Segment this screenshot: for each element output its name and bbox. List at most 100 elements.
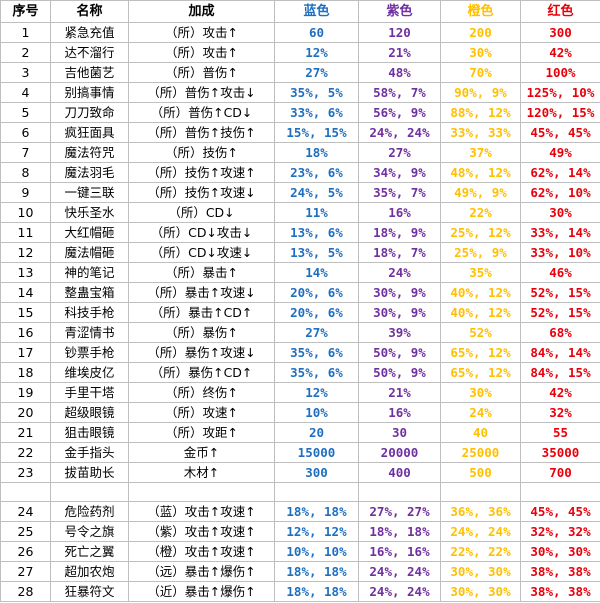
- cell-purple: 48%: [358, 62, 441, 83]
- cell-red: 42%: [520, 382, 600, 403]
- cell-purple: 50%, 9%: [358, 362, 441, 383]
- cell-bonus: （远）暴击↑爆伤↑: [128, 561, 275, 582]
- cell-blue: 18%, 18%: [274, 501, 359, 522]
- cell-red: 33%, 14%: [520, 222, 600, 243]
- cell-index: 14: [0, 282, 51, 303]
- cell-purple: 58%, 7%: [358, 82, 441, 103]
- cell-orange: 25000: [440, 442, 521, 463]
- cell-index: 3: [0, 62, 51, 83]
- cell-bonus: （橙）攻击↑攻速↑: [128, 541, 275, 562]
- cell-purple: 56%, 9%: [358, 102, 441, 123]
- cell-orange: 40%, 12%: [440, 302, 521, 323]
- cell-bonus: （所）攻速↑: [128, 402, 275, 423]
- cell-index: 23: [0, 462, 51, 483]
- cell-purple: 30: [358, 422, 441, 443]
- cell-purple: 24%, 24%: [358, 122, 441, 143]
- cell-bonus: （所）技伤↑攻速↓: [128, 182, 275, 203]
- table-row: 24 危险药剂 （蓝）攻击↑攻速↑ 18%, 18% 27%, 27% 36%, 36% 4…: [0, 501, 600, 522]
- cell-name: 魔法羽毛: [50, 162, 129, 183]
- cell-orange: 52%: [440, 322, 521, 343]
- cell-index: 17: [0, 342, 51, 363]
- cell-red: 52%, 15%: [520, 282, 600, 303]
- cell-name: 吉他菌艺: [50, 62, 129, 83]
- cell-red: 84%, 15%: [520, 362, 600, 383]
- table-row: 25 号令之旗 （紫）攻击↑攻速↑ 12%, 12% 18%, 18% 24%, 24% 3…: [0, 521, 600, 542]
- cell-orange: 36%, 36%: [440, 501, 521, 522]
- cell-purple: 24%: [358, 262, 441, 283]
- cell-purple: 16%: [358, 402, 441, 423]
- cell-blue: 35%, 5%: [274, 82, 359, 103]
- cell-name: 手里干塔: [50, 382, 129, 403]
- cell-purple: 20000: [358, 442, 441, 463]
- header-orange: 橙色: [440, 0, 521, 23]
- cell-orange: 24%, 24%: [440, 521, 521, 542]
- table-row: 1 紧急充值 （所）攻击↑ 60 120 200 300: [0, 22, 600, 43]
- cell-red: 32%, 32%: [520, 521, 600, 542]
- cell-index: 20: [0, 402, 51, 423]
- cell-blue: 27%: [274, 62, 359, 83]
- table-row: 7 魔法符咒 （所）技伤↑ 18% 27% 37% 49%: [0, 142, 600, 163]
- header-purple: 紫色: [358, 0, 441, 23]
- cell-red: 46%: [520, 262, 600, 283]
- cell-index: 11: [0, 222, 51, 243]
- table-row: 6 疯狂面具 （所）普伤↑技伤↑ 15%, 15% 24%, 24% 33%, 33% 45…: [0, 122, 600, 143]
- cell-bonus: （所）CD↓攻击↓: [128, 222, 275, 243]
- cell-index: 13: [0, 262, 51, 283]
- cell-name: 超加农炮: [50, 561, 129, 582]
- table-row: 9 一键三联 （所）技伤↑攻速↓ 24%, 5% 35%, 7% 49%, 9% 62%, …: [0, 182, 600, 203]
- cell-bonus: （所）攻击↑: [128, 42, 275, 63]
- cell-red: 35000: [520, 442, 600, 463]
- cell-bonus: （所）终伤↑: [128, 382, 275, 403]
- table-row: 26 死亡之翼 （橙）攻击↑攻速↑ 10%, 10% 16%, 16% 22%, 22% 3…: [0, 541, 600, 562]
- cell-bonus: （所）攻距↑: [128, 422, 275, 443]
- cell-bonus: 木材↑: [128, 462, 275, 483]
- table-row: 14 整蛊宝箱 （所）暴击↑攻速↓ 20%, 6% 30%, 9% 40%, 12% 52%…: [0, 282, 600, 303]
- cell-name: 狙击眼镜: [50, 422, 129, 443]
- header-name: 名称: [50, 0, 129, 23]
- table-row: 5 刀刀致命 （所）普伤↑CD↓ 33%, 6% 56%, 9% 88%, 12% 120%…: [0, 102, 600, 123]
- cell-index: 6: [0, 122, 51, 143]
- cell-index: 9: [0, 182, 51, 203]
- cell-blue: 10%, 10%: [274, 541, 359, 562]
- cell-index: 1: [0, 22, 51, 43]
- cell-bonus: （所）暴伤↑: [128, 322, 275, 343]
- cell-purple: 30%, 9%: [358, 302, 441, 323]
- cell-name: 号令之旗: [50, 521, 129, 542]
- table-row: 16 青涩情书 （所）暴伤↑ 27% 39% 52% 68%: [0, 322, 600, 343]
- cell-blue: 23%, 6%: [274, 162, 359, 183]
- table-row: 21 狙击眼镜 （所）攻距↑ 20 30 40 55: [0, 422, 600, 443]
- cell-red: 38%, 38%: [520, 561, 600, 582]
- cell-bonus: （所）暴击↑攻速↓: [128, 282, 275, 303]
- cell-bonus: （近）暴击↑爆伤↑: [128, 581, 275, 602]
- cell-bonus: （紫）攻击↑攻速↑: [128, 521, 275, 542]
- cell-blue: 10%: [274, 402, 359, 423]
- header-blue: 蓝色: [274, 0, 359, 23]
- cell-orange: 25%, 9%: [440, 242, 521, 263]
- cell-purple: 18%, 7%: [358, 242, 441, 263]
- cell-name: 拔苗助长: [50, 462, 129, 483]
- cell-red: 55: [520, 422, 600, 443]
- cell-name: 刀刀致命: [50, 102, 129, 123]
- cell-index: 15: [0, 302, 51, 323]
- cell-name: 别搞事情: [50, 82, 129, 103]
- cell-orange: 65%, 12%: [440, 362, 521, 383]
- cell-orange: 49%, 9%: [440, 182, 521, 203]
- cell-blue: 15000: [274, 442, 359, 463]
- table-row: 17 钞票手枪 （所）暴伤↑攻速↓ 35%, 6% 50%, 9% 65%, 12% 84%…: [0, 342, 600, 363]
- table-row: 20 超级眼镜 （所）攻速↑ 10% 16% 24% 32%: [0, 402, 600, 423]
- cell-orange: 24%: [440, 402, 521, 423]
- cell-index: 21: [0, 422, 51, 443]
- cell-orange: 35%: [440, 262, 521, 283]
- cell-name: 狂暴符文: [50, 581, 129, 602]
- cell-index: 4: [0, 82, 51, 103]
- cell-purple: 35%, 7%: [358, 182, 441, 203]
- cell-name: 钞票手枪: [50, 342, 129, 363]
- cell-orange: 30%: [440, 42, 521, 63]
- table-row: 19 手里干塔 （所）终伤↑ 12% 21% 30% 42%: [0, 382, 600, 403]
- cell-blue: 24%, 5%: [274, 182, 359, 203]
- cell-bonus: （所）暴伤↑CD↑: [128, 362, 275, 383]
- cell-purple: 18%, 18%: [358, 521, 441, 542]
- cell-index: 7: [0, 142, 51, 163]
- cell-purple: 39%: [358, 322, 441, 343]
- cell-name: 青涩情书: [50, 322, 129, 343]
